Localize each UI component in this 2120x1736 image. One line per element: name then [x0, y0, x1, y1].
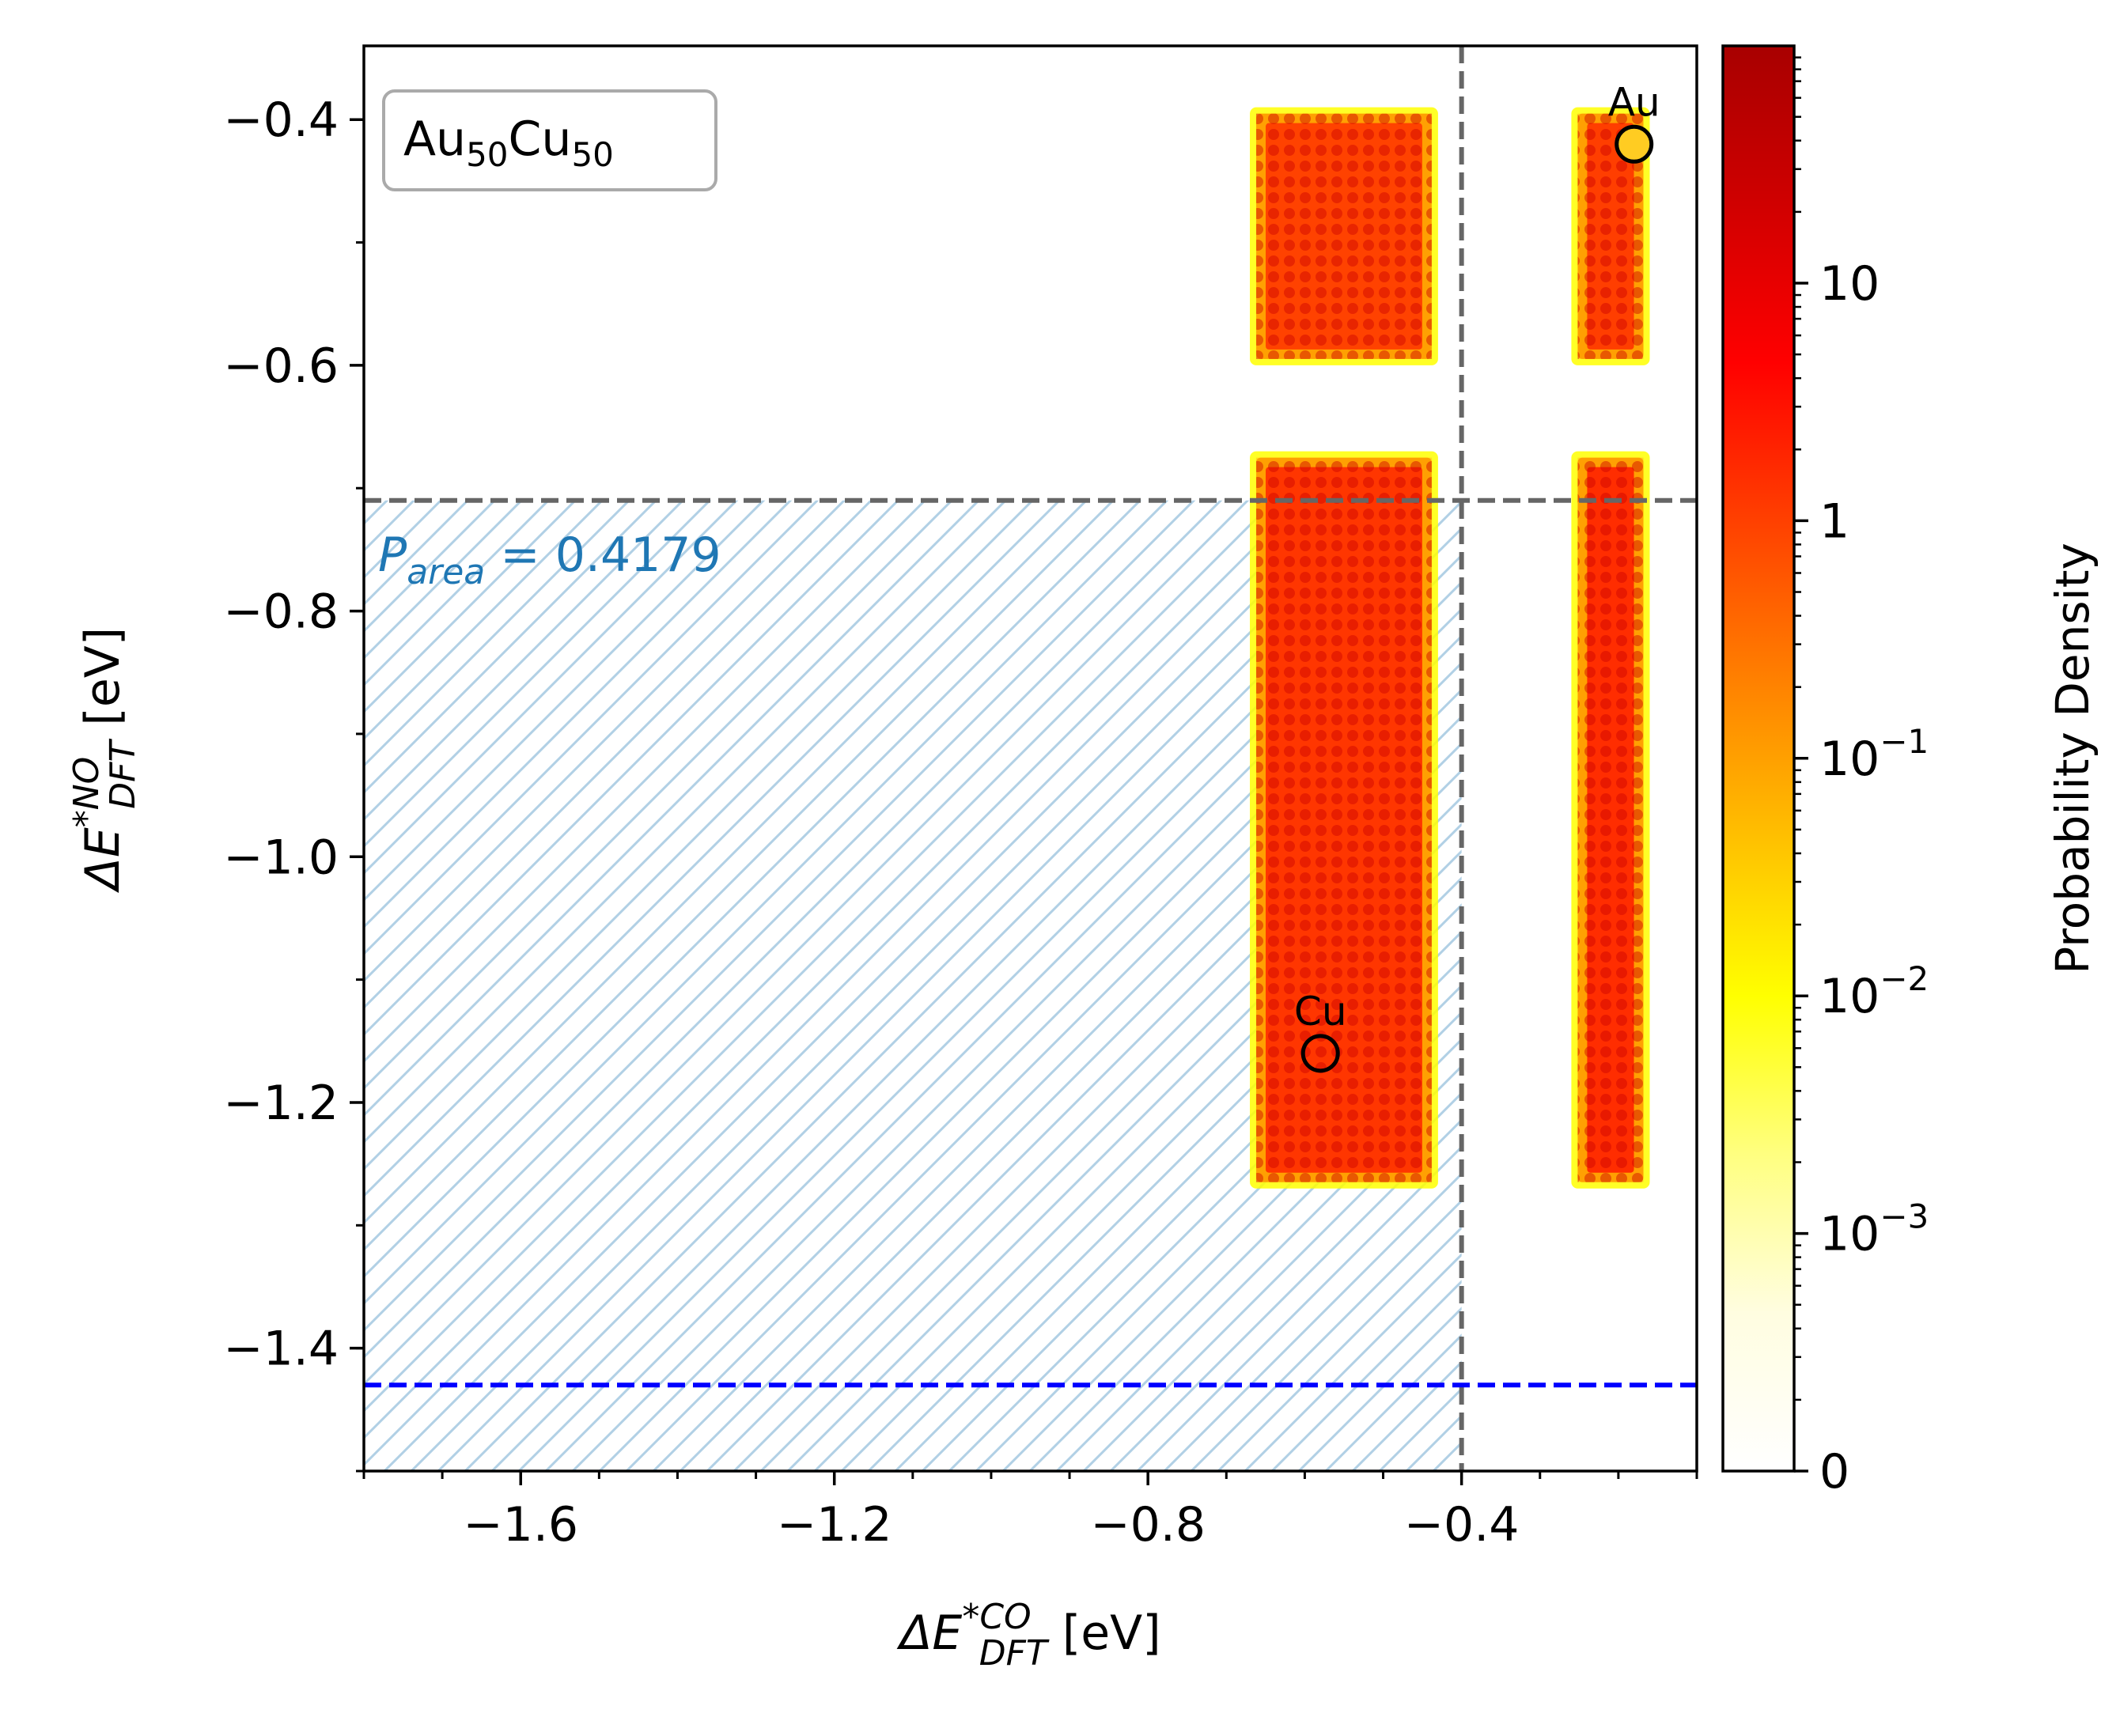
colorbar-gradient	[1721, 44, 1796, 1473]
label-box-sub2: 50	[571, 135, 613, 174]
x-label-sup: *CO	[962, 1597, 1031, 1637]
x-axis: −1.6 −1.2 −0.8 −0.4	[362, 1471, 1698, 1553]
x-axis-label: ΔE*CO DFT [eV]	[896, 1597, 1160, 1674]
y-label-delta: ΔE	[75, 827, 131, 893]
density-region-3	[1571, 451, 1650, 1189]
density-regions	[1250, 107, 1650, 1189]
label-box: Au50Cu50	[382, 89, 717, 191]
x-tick-label: −0.4	[1404, 1497, 1520, 1553]
density-texture	[1256, 113, 1432, 359]
density-region-1	[1250, 451, 1438, 1189]
label-box-sub1: 50	[466, 135, 508, 174]
x-label-delta: ΔE	[896, 1606, 962, 1661]
density-texture	[1577, 457, 1644, 1182]
colorbar-tick-base: 1	[1819, 494, 1849, 549]
label-box-frame	[382, 89, 717, 191]
x-tick-label: −1.2	[777, 1497, 892, 1553]
y-tick-label: −1.4	[223, 1322, 339, 1377]
y-label-sup: *NO	[66, 757, 107, 828]
point-label-cu: Cu	[1294, 989, 1347, 1034]
p-area-value: = 0.4179	[485, 528, 721, 583]
colorbar-tick-exp: −3	[1880, 1197, 1929, 1236]
y-tick-label: −0.6	[223, 339, 339, 394]
density-region-2	[1571, 107, 1650, 365]
y-label-sub: DFT	[103, 739, 143, 809]
colorbar-tick-base: 0	[1819, 1444, 1849, 1500]
label-box-base2: Cu	[509, 112, 572, 167]
y-tick-label: −1.2	[223, 1076, 339, 1131]
x-tick-label: −1.6	[463, 1497, 578, 1553]
p-area-symbol: P	[378, 528, 407, 583]
colorbar-label: Probability Density	[2046, 543, 2099, 974]
threshold-lines	[364, 46, 1697, 1471]
y-axis-label: ΔE*NODFT [eV]	[66, 627, 143, 893]
y-axis: −1.4 −1.2 −1.0 −0.8 −0.6 −0.4	[223, 93, 364, 1473]
density-texture	[1256, 457, 1432, 1182]
plot-frame	[362, 44, 1698, 1473]
colorbar-tick-label: 10−3	[1819, 1197, 1929, 1262]
colorbar-tick-base: 10	[1819, 732, 1880, 787]
marked-points: Au Cu	[1294, 79, 1660, 1073]
label-box-text: Au50Cu50	[403, 112, 614, 174]
colorbar-tick-base: 10	[1819, 969, 1880, 1024]
y-tick-label: −0.4	[223, 93, 339, 148]
label-box-base1: Au	[403, 112, 466, 167]
y-tick-label: −0.8	[223, 584, 339, 640]
colorbar-tick-exp: −2	[1880, 959, 1929, 998]
x-tick-label: −0.8	[1090, 1497, 1206, 1553]
colorbar-tick-label: 10−1	[1819, 722, 1929, 787]
colorbar-tick-base: 10	[1819, 256, 1880, 312]
y-tick-label: −1.0	[223, 830, 339, 885]
colorbar-tick-label: 1	[1819, 494, 1849, 549]
colorbar-tick-label: 0	[1819, 1444, 1849, 1500]
p-area-subscript: area	[407, 552, 485, 592]
colorbar-tick-base: 10	[1819, 1207, 1880, 1262]
point-label-au: Au	[1608, 79, 1660, 125]
x-label-sub: DFT	[979, 1633, 1050, 1674]
colorbar-tick-exp: −1	[1880, 722, 1929, 761]
colorbar-tick-label: 10	[1819, 256, 1880, 312]
x-label-unit: [eV]	[1047, 1606, 1161, 1661]
colorbar-tick-label: 10−2	[1819, 959, 1929, 1024]
point-marker-au	[1615, 124, 1654, 164]
y-label-unit: [eV]	[75, 627, 131, 741]
p-area-annotation: Parea = 0.4179	[378, 528, 721, 592]
density-region-0	[1250, 107, 1438, 365]
point-marker-cu	[1300, 1034, 1340, 1073]
